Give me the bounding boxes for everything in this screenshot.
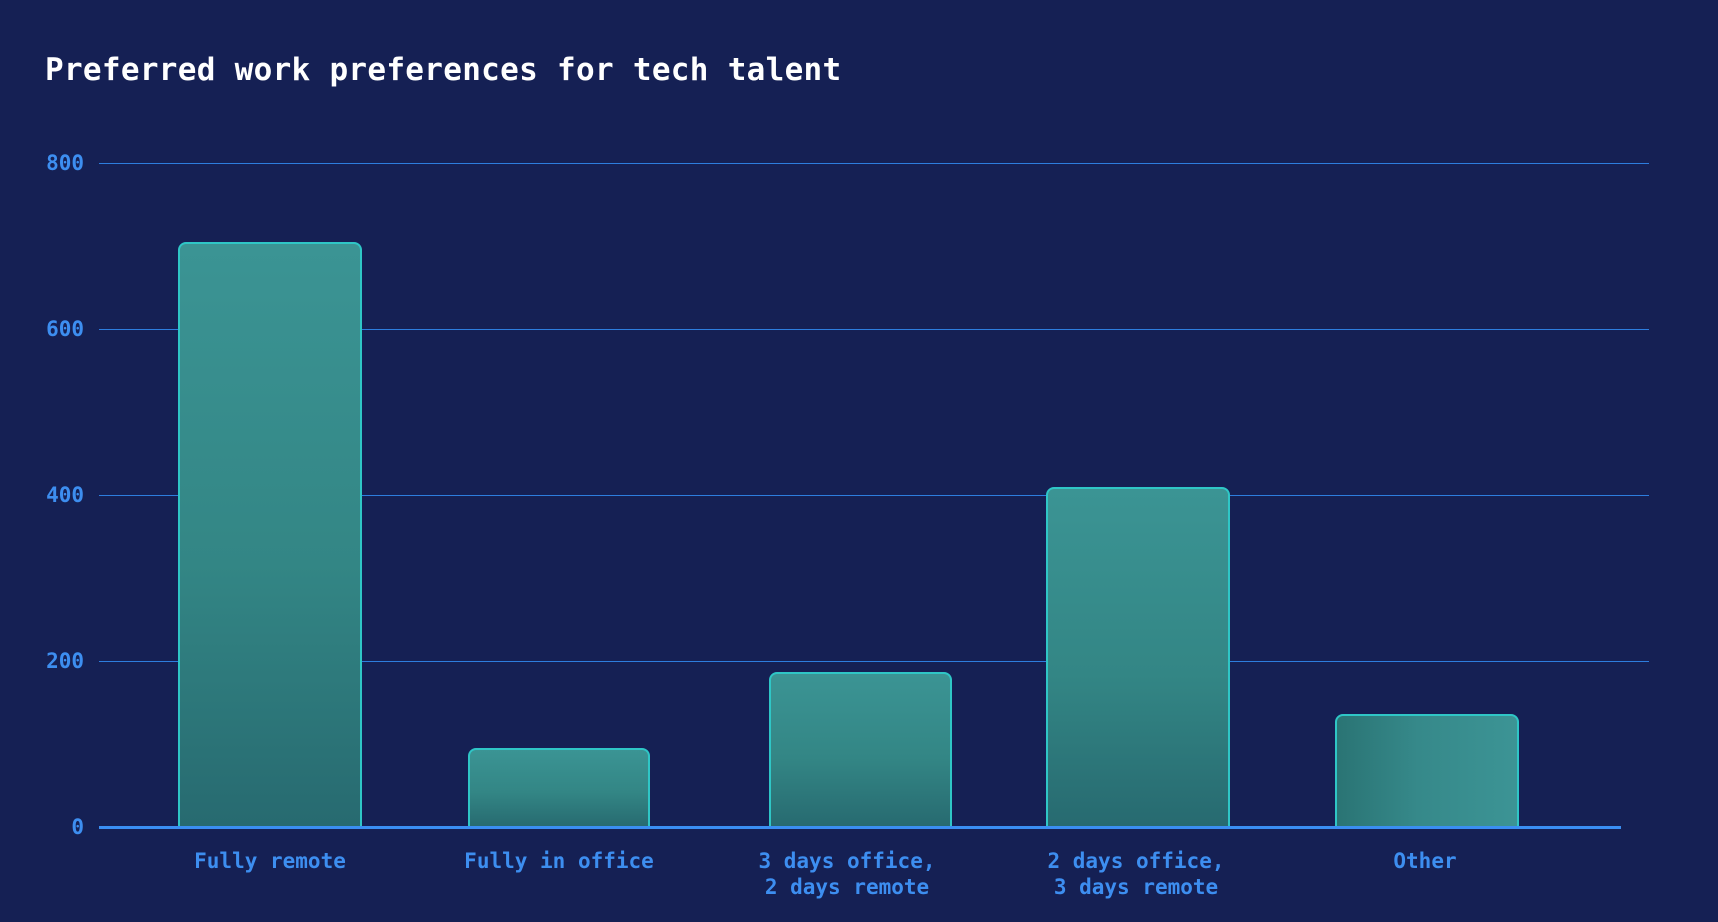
x-axis-baseline: [99, 826, 1621, 829]
gridline-800: [99, 163, 1649, 164]
y-tick-600: 600: [46, 317, 84, 341]
y-tick-0: 0: [71, 815, 84, 839]
x-label-3-days-office: 3 days office, 2 days remote: [758, 849, 936, 899]
y-tick-800: 800: [46, 151, 84, 175]
gridline-200: [99, 661, 1649, 662]
bar-fully-in-office[interactable]: [468, 748, 650, 827]
gridline-600: [99, 329, 1649, 330]
chart-title: Preferred work preferences for tech tale…: [45, 52, 842, 88]
bar-other[interactable]: [1335, 714, 1519, 827]
x-label-2-days-office: 2 days office, 3 days remote: [1047, 849, 1225, 899]
y-tick-200: 200: [46, 649, 84, 673]
x-label-other: Other: [1393, 849, 1457, 873]
x-label-fully-remote: Fully remote: [194, 849, 346, 873]
y-tick-400: 400: [46, 483, 84, 507]
x-label-fully-in-office: Fully in office: [464, 849, 654, 873]
bar-fully-remote[interactable]: [178, 241, 362, 827]
gridline-400: [99, 495, 1649, 496]
bar-2-days-office[interactable]: [1046, 486, 1230, 827]
bar-3-days-office[interactable]: [769, 671, 952, 827]
